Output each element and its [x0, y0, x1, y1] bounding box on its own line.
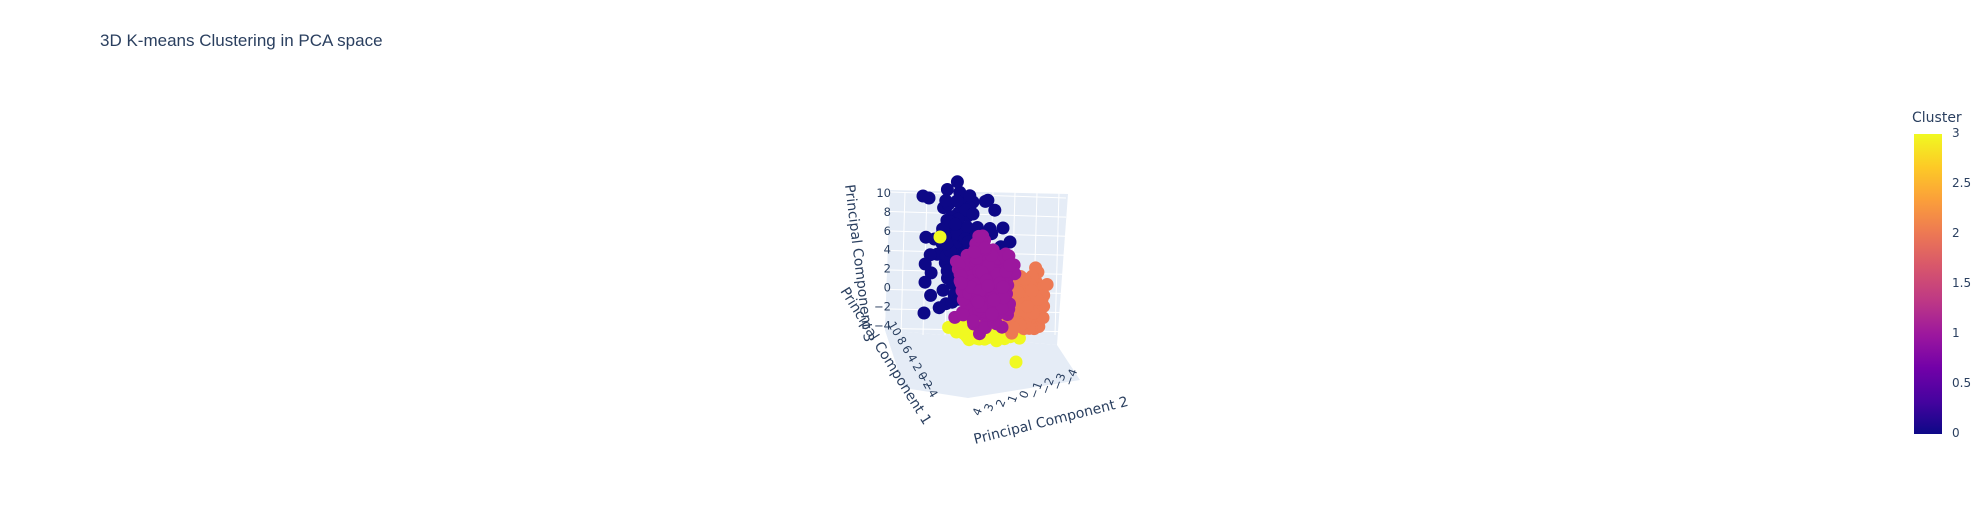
data-point[interactable] — [917, 306, 931, 320]
data-point[interactable] — [948, 217, 962, 231]
data-point[interactable] — [950, 175, 964, 189]
colorbar-tick-label: 2 — [1952, 226, 1960, 240]
floor-plane — [885, 330, 1080, 398]
y-tick-label: 1 — [1005, 393, 1021, 405]
z-tick-label: 6 — [884, 224, 891, 238]
y-tick-label: −2 — [1038, 375, 1057, 396]
data-point[interactable] — [966, 314, 980, 328]
data-point[interactable] — [972, 229, 986, 243]
data-point[interactable] — [1011, 285, 1025, 299]
data-point[interactable] — [1040, 278, 1054, 291]
grid-line — [1054, 191, 1060, 336]
data-point[interactable] — [1025, 284, 1039, 298]
colorbar — [1914, 134, 1942, 434]
data-point[interactable] — [960, 220, 974, 234]
data-point[interactable] — [1007, 321, 1021, 335]
z-tick-label: −2 — [874, 299, 891, 313]
colorbar-tick-label: 0 — [1952, 426, 1960, 440]
colorbar-tick-label: 0.5 — [1952, 376, 1972, 390]
data-point[interactable] — [924, 288, 938, 302]
data-point[interactable] — [940, 264, 954, 278]
y-tick-label: −1 — [1026, 380, 1045, 401]
data-point[interactable] — [933, 230, 947, 244]
x-tick-label: 10 — [885, 319, 904, 339]
data-point[interactable] — [918, 275, 932, 289]
data-point[interactable] — [940, 183, 954, 196]
chart-title: 3D K-means Clustering in PCA space — [100, 31, 383, 50]
data-point[interactable] — [1003, 258, 1017, 272]
z-tick-label: 2 — [884, 262, 891, 276]
data-point[interactable] — [966, 207, 980, 221]
colorbar-tick-label: 2.5 — [1952, 176, 1972, 190]
data-point[interactable] — [936, 283, 950, 297]
y-tick-label: 2 — [993, 397, 1009, 409]
data-point[interactable] — [978, 241, 992, 255]
data-point[interactable] — [963, 189, 977, 203]
y-tick-label: −4 — [1061, 367, 1080, 388]
data-point[interactable] — [967, 245, 981, 259]
z-axis-title: Principal Component 3 — [841, 184, 876, 344]
colorbar-tick-label: 1.5 — [1952, 276, 1972, 290]
data-point[interactable] — [950, 194, 964, 208]
data-point[interactable] — [981, 279, 995, 293]
data-point[interactable] — [918, 257, 932, 271]
data-point[interactable] — [995, 301, 1009, 315]
y-tick-label: 3 — [981, 401, 997, 413]
z-tick-label: 8 — [884, 205, 891, 219]
data-point[interactable] — [971, 295, 985, 309]
data-point[interactable] — [996, 280, 1010, 294]
data-point[interactable] — [922, 191, 936, 205]
data-point[interactable] — [932, 301, 946, 315]
colorbar-tick-label: 3 — [1952, 126, 1960, 140]
z-tick-label: 10 — [876, 186, 891, 200]
colorbar-tick-label: 1 — [1952, 326, 1960, 340]
data-point[interactable] — [1009, 355, 1023, 369]
z-tick-label: 4 — [884, 243, 891, 257]
data-point[interactable] — [939, 194, 953, 208]
data-point[interactable] — [990, 334, 1003, 348]
data-point[interactable] — [1020, 300, 1034, 313]
data-point[interactable] — [1018, 272, 1031, 286]
data-point[interactable] — [978, 194, 992, 208]
data-point[interactable] — [956, 308, 970, 322]
y-tick-label: 4 — [969, 406, 985, 418]
data-point[interactable] — [988, 203, 1002, 217]
z-tick-label: 0 — [884, 281, 891, 295]
y-tick-label: 0 — [1016, 389, 1032, 401]
y-tick-label: −3 — [1050, 371, 1069, 392]
z-tick-label: −4 — [874, 318, 891, 332]
data-point[interactable] — [954, 276, 968, 290]
grid-line — [900, 191, 906, 336]
z-axis-ticks: 10 8 6 4 2 0 −2 −4 — [874, 186, 891, 332]
data-point[interactable] — [1003, 235, 1017, 249]
data-point[interactable] — [985, 307, 999, 321]
scatter-points[interactable] — [916, 175, 1054, 369]
colorbar-title: Cluster — [1912, 110, 1962, 126]
data-point[interactable] — [987, 293, 1001, 307]
data-point[interactable] — [996, 221, 1010, 235]
